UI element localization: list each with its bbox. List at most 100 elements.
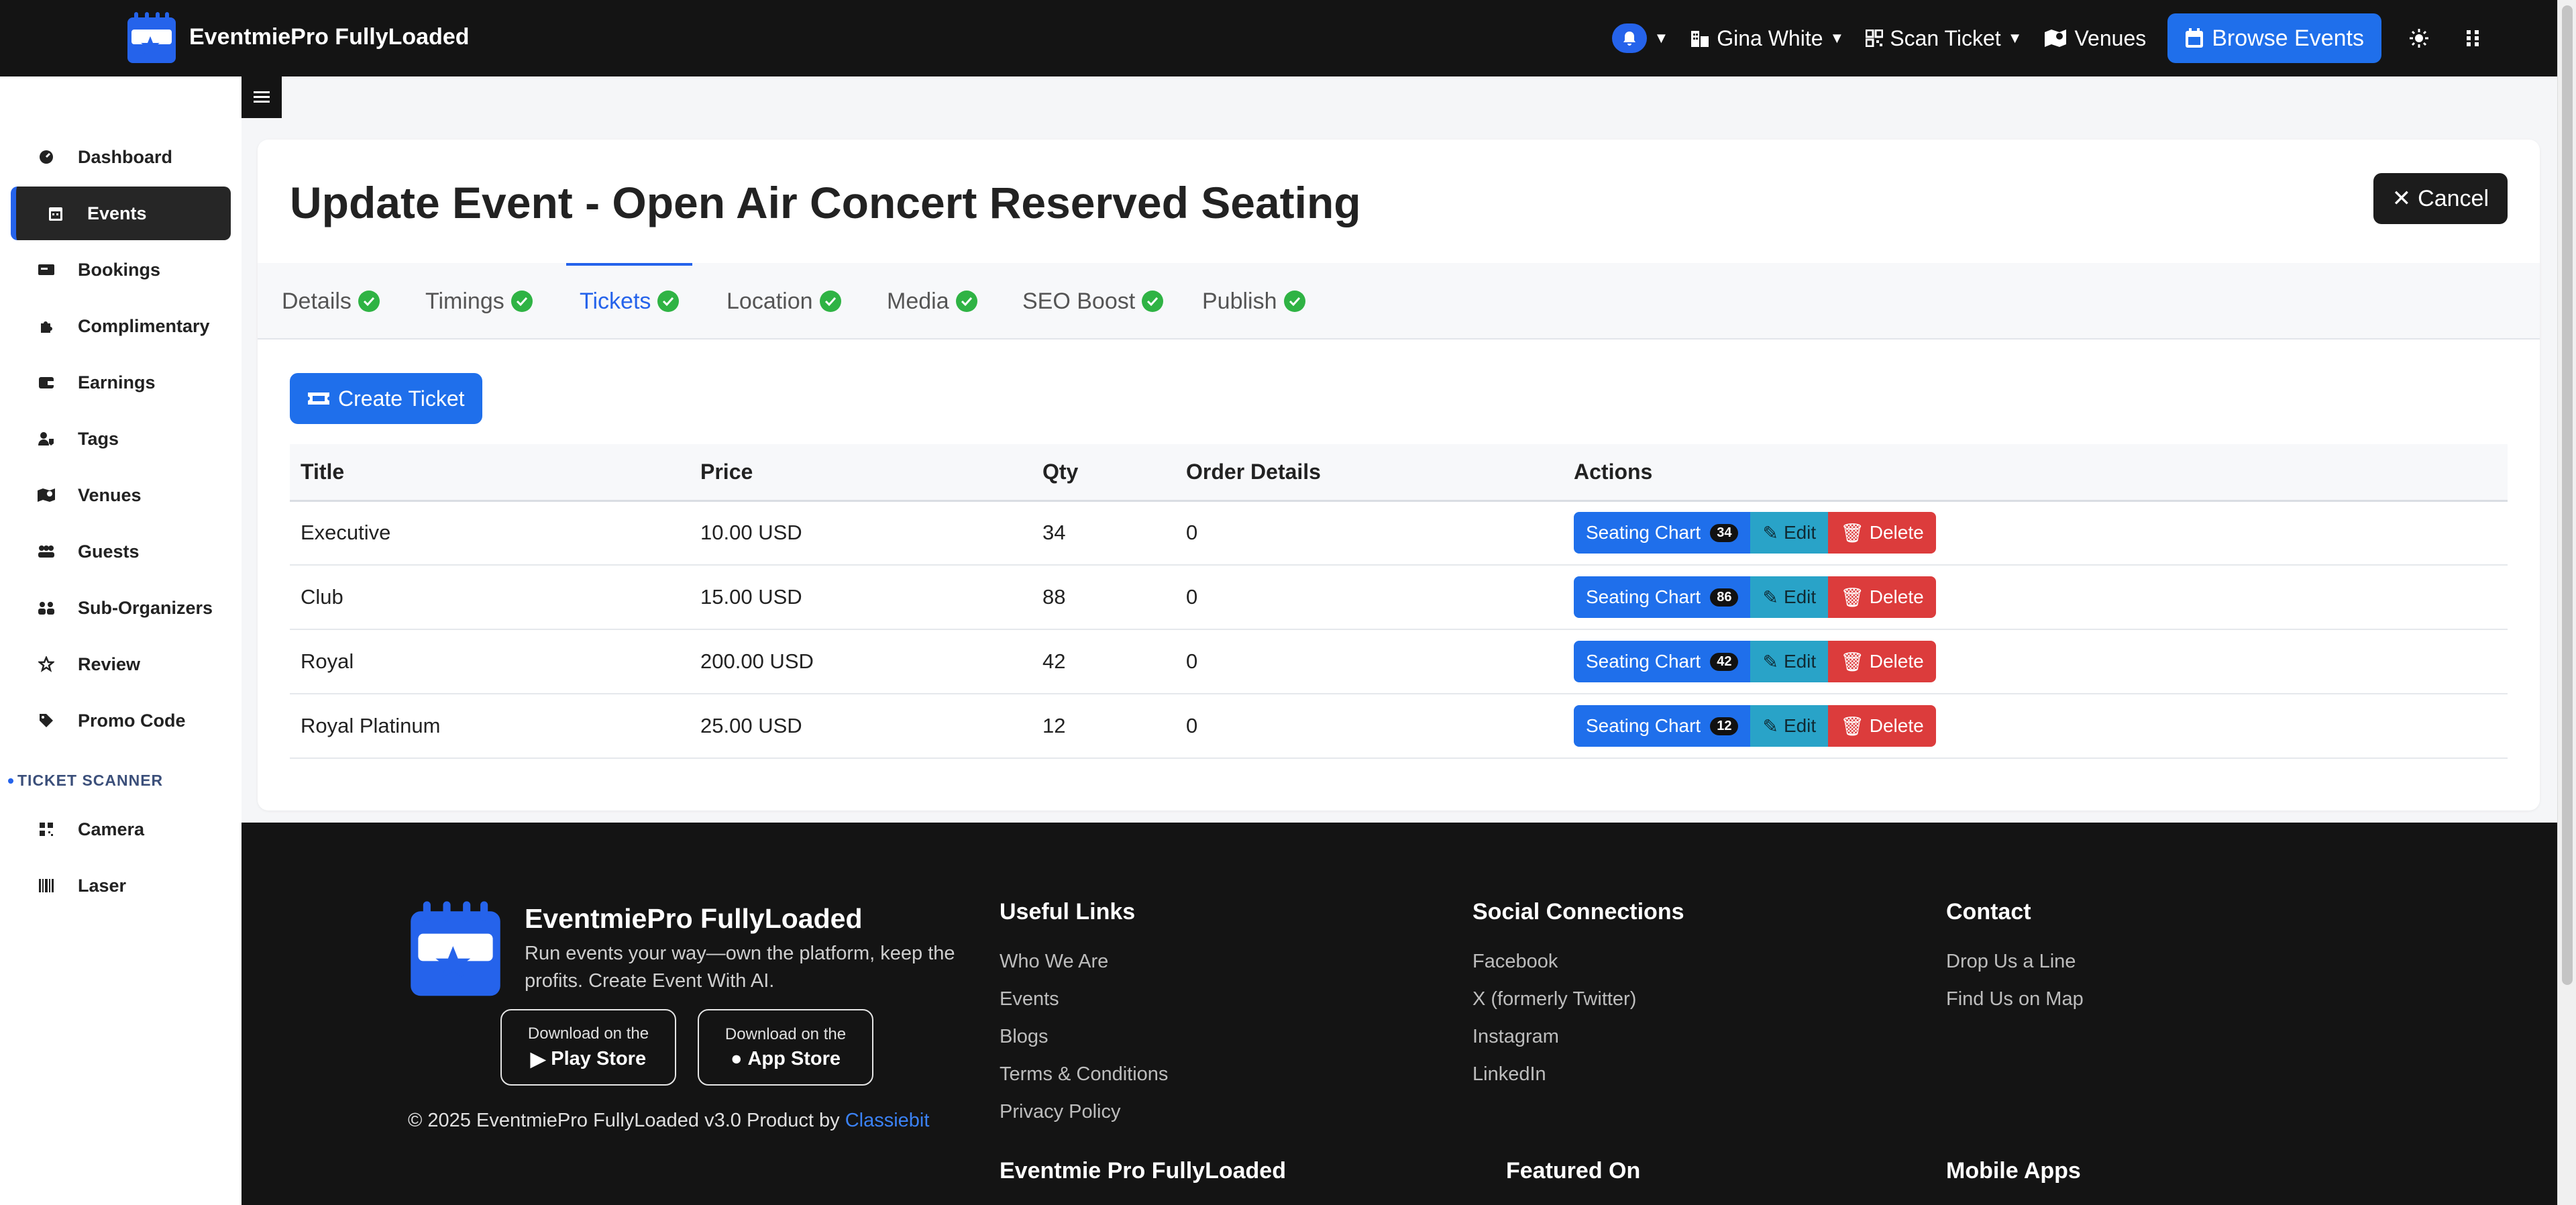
trash-icon: 🗑 xyxy=(1840,651,1864,672)
footer-link[interactable]: Privacy Policy xyxy=(1000,1101,1121,1122)
theme-toggle[interactable] xyxy=(2403,22,2435,54)
footer-heading: Featured On xyxy=(1506,1158,1641,1184)
scrollbar-thumb[interactable] xyxy=(2562,5,2573,985)
tab-publish[interactable]: Publish xyxy=(1202,263,1305,339)
sidebar-item-label: Camera xyxy=(78,819,145,839)
sidebar-item-tags[interactable]: Tags xyxy=(11,412,231,466)
edit-label: Edit xyxy=(1783,715,1817,736)
play-store-button[interactable]: Download on the ▶ Play Store xyxy=(500,1009,676,1086)
seating-chart-button[interactable]: Seating Chart 12 xyxy=(1574,705,1751,747)
brand[interactable]: EventmiePro FullyLoaded xyxy=(126,9,470,64)
app-store-button[interactable]: Download on the ● App Store xyxy=(698,1009,873,1086)
seat-count-badge: 12 xyxy=(1710,717,1739,735)
apps-menu[interactable] xyxy=(2457,22,2489,54)
sidebar-item-review[interactable]: Review xyxy=(11,637,231,691)
sidebar-item-laser[interactable]: Laser xyxy=(11,859,231,912)
ticket-title: Club xyxy=(290,565,690,630)
footer-link[interactable]: Facebook xyxy=(1472,951,1558,972)
sidebar-item-promo-code[interactable]: Promo Code xyxy=(11,694,231,747)
tab-details[interactable]: Details xyxy=(282,263,380,339)
ticket-icon xyxy=(308,392,329,405)
seating-chart-button[interactable]: Seating Chart 42 xyxy=(1574,641,1751,682)
browse-events-button[interactable]: Browse Events xyxy=(2167,13,2381,63)
footer-link[interactable]: LinkedIn xyxy=(1472,1063,1546,1085)
tag-icon xyxy=(35,713,58,729)
footer-link[interactable]: Find Us on Map xyxy=(1946,988,2084,1010)
sidebar-item-sub-organizers[interactable]: Sub-Organizers xyxy=(11,581,231,635)
tab-timings[interactable]: Timings xyxy=(425,263,533,339)
tab-media[interactable]: Media xyxy=(887,263,977,339)
nav-right: ▼ Gina White ▼ Scan Ticket ▼ Venues Brow… xyxy=(1612,13,2489,63)
edit-button[interactable]: ✎ Edit xyxy=(1750,705,1829,747)
footer-brand: EventmiePro FullyLoaded Run events your … xyxy=(408,896,967,998)
notifications-button[interactable]: ▼ xyxy=(1612,23,1668,53)
play-store-label: Play Store xyxy=(551,1047,647,1069)
sidebar-item-camera[interactable]: Camera xyxy=(11,802,231,856)
footer-link[interactable]: Events xyxy=(1000,988,1059,1010)
tab-tickets[interactable]: Tickets xyxy=(566,263,693,339)
sidebar-item-events[interactable]: Events xyxy=(11,187,231,240)
footer-link[interactable]: Instagram xyxy=(1472,1026,1559,1047)
sidebar-toggle-button[interactable] xyxy=(241,76,282,118)
check-icon xyxy=(1142,291,1164,312)
seating-chart-label: Seating Chart xyxy=(1586,651,1701,672)
ticket-orders: 0 xyxy=(1175,565,1563,630)
seating-chart-button[interactable]: Seating Chart 86 xyxy=(1574,576,1751,618)
sidebar-item-label: Complimentary xyxy=(78,315,210,336)
sidebar-item-complimentary[interactable]: Complimentary xyxy=(11,299,231,353)
edit-button[interactable]: ✎ Edit xyxy=(1750,576,1829,618)
footer-link[interactable]: Drop Us a Line xyxy=(1946,951,2076,972)
delete-button[interactable]: 🗑 Delete xyxy=(1828,705,1936,747)
sidebar-item-venues[interactable]: Venues xyxy=(11,468,231,522)
delete-label: Delete xyxy=(1869,586,1924,607)
delete-button[interactable]: 🗑 Delete xyxy=(1828,512,1936,554)
browse-events-label: Browse Events xyxy=(2212,25,2364,51)
ticket-title: Royal xyxy=(290,629,690,694)
sidebar-item-guests[interactable]: Guests xyxy=(11,525,231,578)
footer-link[interactable]: Blogs xyxy=(1000,1026,1049,1047)
footer-link[interactable]: Who We Are xyxy=(1000,951,1109,972)
seat-count-badge: 86 xyxy=(1710,588,1739,607)
ticket-actions: Seating Chart 12 ✎ Edit 🗑 Delete xyxy=(1563,694,2508,759)
tab-seo-boost[interactable]: SEO Boost xyxy=(1022,263,1164,339)
footer-link[interactable]: Terms & Conditions xyxy=(1000,1063,1169,1085)
scan-ticket-menu[interactable]: Scan Ticket ▼ xyxy=(1866,26,2022,51)
sidebar-item-label: Venues xyxy=(78,484,142,505)
calendar-icon xyxy=(44,205,67,221)
grid-icon xyxy=(2467,30,2479,46)
seating-chart-button[interactable]: Seating Chart 34 xyxy=(1574,512,1751,554)
sidebar-item-bookings[interactable]: Bookings xyxy=(11,243,231,297)
sidebar-item-dashboard[interactable]: Dashboard xyxy=(11,130,231,184)
sun-icon xyxy=(2410,29,2428,48)
delete-button[interactable]: 🗑 Delete xyxy=(1828,641,1936,682)
tab-location[interactable]: Location xyxy=(727,263,841,339)
sidebar-item-label: Promo Code xyxy=(78,710,186,731)
edit-button[interactable]: ✎ Edit xyxy=(1750,641,1829,682)
create-ticket-button[interactable]: Create Ticket xyxy=(290,373,482,424)
edit-button[interactable]: ✎ Edit xyxy=(1750,512,1829,554)
col-price: Price xyxy=(690,444,1032,502)
copyright: © 2025 EventmiePro FullyLoaded v3.0 Prod… xyxy=(408,1110,929,1132)
sidebar-item-earnings[interactable]: Earnings xyxy=(11,356,231,409)
venues-link[interactable]: Venues xyxy=(2043,26,2146,51)
footer-col-title: Useful Links xyxy=(1000,899,1136,925)
classiebit-link[interactable]: Classiebit xyxy=(845,1110,930,1131)
sidebar-section-ticket-scanner: TICKET SCANNER xyxy=(8,772,163,790)
action-button-group: Seating Chart 86 ✎ Edit 🗑 Delete xyxy=(1574,576,1936,618)
barcode-icon xyxy=(35,878,58,893)
ticket-qty: 88 xyxy=(1032,565,1175,630)
ticket-price: 15.00 USD xyxy=(690,565,1032,630)
chevron-down-icon: ▼ xyxy=(2007,30,2023,46)
ticket-qty: 12 xyxy=(1032,694,1175,759)
qrcode-icon xyxy=(1866,30,1884,47)
cancel-button[interactable]: ✕ Cancel xyxy=(2373,173,2508,224)
action-button-group: Seating Chart 34 ✎ Edit 🗑 Delete xyxy=(1574,512,1936,554)
sidebar-item-label: Bookings xyxy=(78,259,161,280)
footer-link[interactable]: X (formerly Twitter) xyxy=(1472,988,1637,1010)
page-scrollbar[interactable] xyxy=(2557,0,2576,1205)
qrcode-icon xyxy=(35,822,58,837)
user-menu[interactable]: Gina White ▼ xyxy=(1690,26,1844,51)
table-row: Executive 10.00 USD 34 0 Seating Chart 34… xyxy=(290,501,2508,566)
tickets-table: Title Price Qty Order Details Actions Ex… xyxy=(290,444,2508,759)
delete-button[interactable]: 🗑 Delete xyxy=(1828,576,1936,618)
